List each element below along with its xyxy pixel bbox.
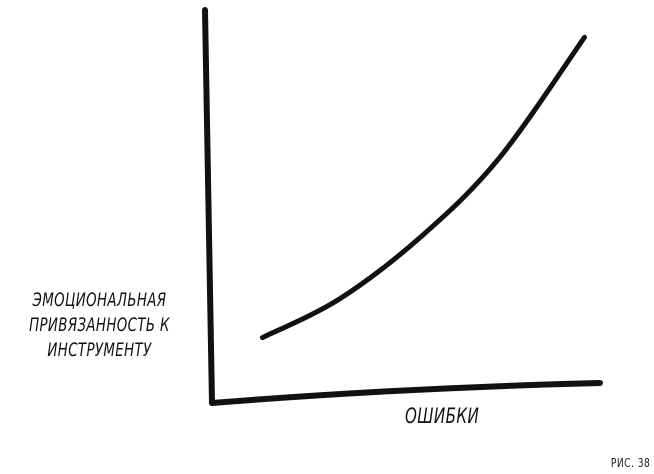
y-axis: [202, 7, 215, 406]
x-axis: [209, 380, 603, 406]
figure-caption: РИС. 38: [610, 456, 650, 470]
data-line: [259, 34, 587, 341]
y-axis-label: ЭМОЦИОНАЛЬНАЯ ПРИВЯЗАННОСТЬ К ИНСТРУМЕНТ…: [29, 289, 170, 361]
x-axis-label: ОШИБКИ: [405, 404, 480, 428]
